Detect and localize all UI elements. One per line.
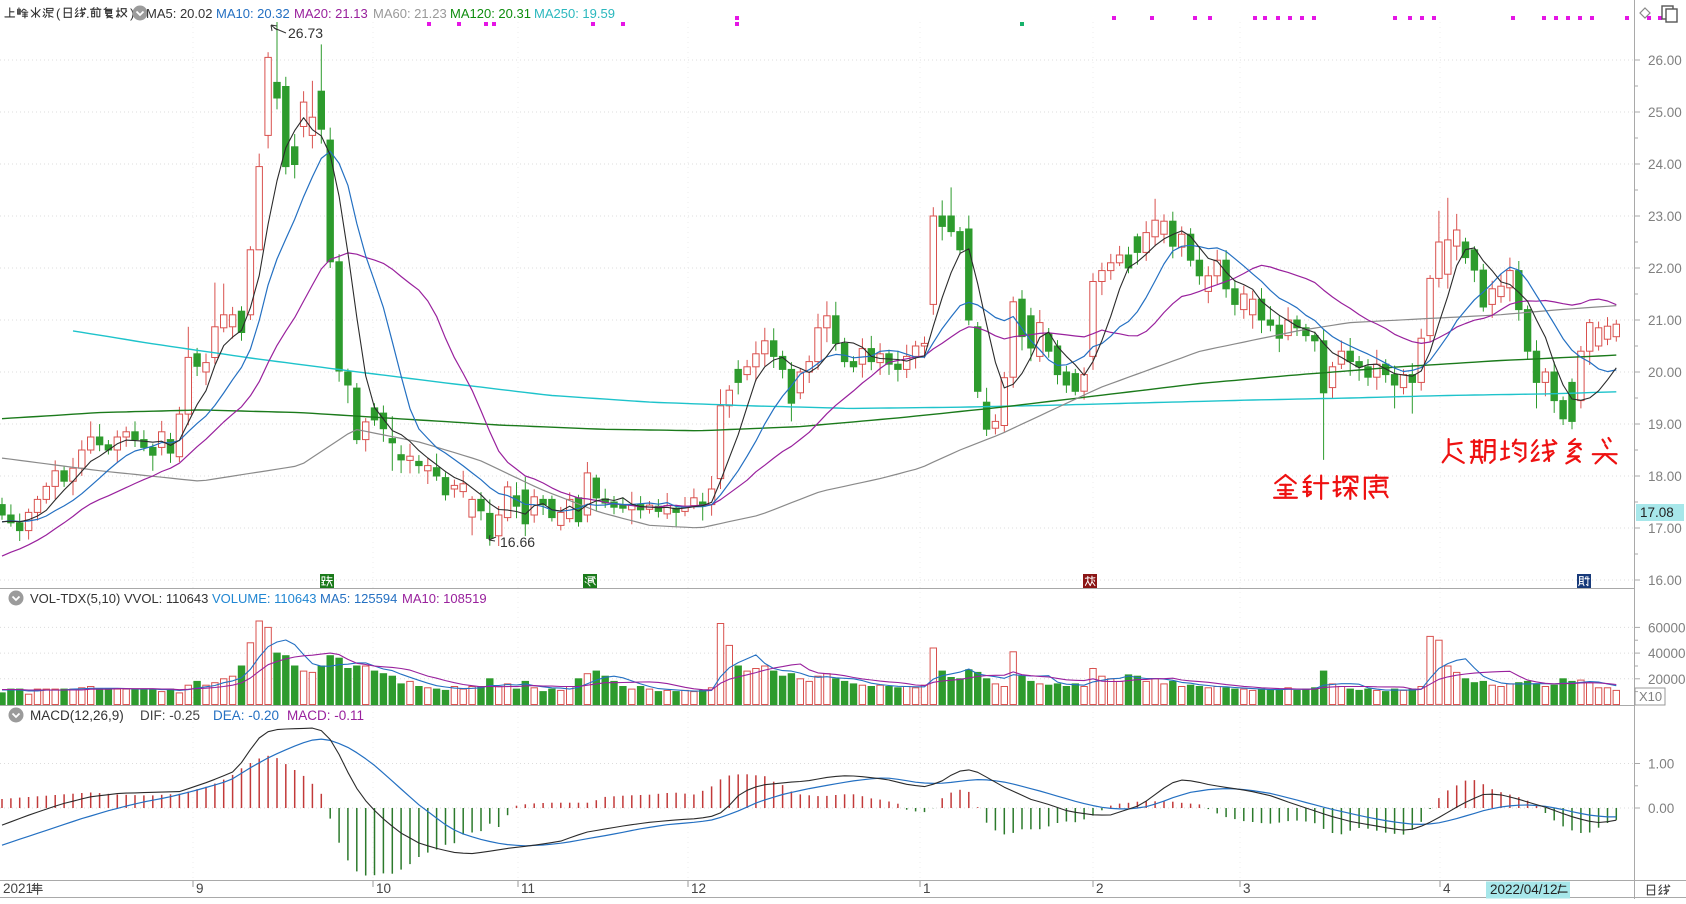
svg-text:22.00: 22.00 [1648, 261, 1682, 276]
svg-text:2: 2 [1096, 881, 1104, 896]
svg-text:MA120: 20.31: MA120: 20.31 [450, 6, 531, 21]
svg-text:DIF: -0.25: DIF: -0.25 [140, 708, 200, 723]
svg-text:0.00: 0.00 [1648, 801, 1674, 816]
svg-text:3: 3 [1243, 881, 1251, 896]
svg-text:18.00: 18.00 [1648, 469, 1682, 484]
svg-text:X10: X10 [1639, 689, 1662, 704]
svg-text:24.00: 24.00 [1648, 157, 1682, 172]
svg-text:MACD: -0.11: MACD: -0.11 [287, 708, 364, 723]
svg-text:21.00: 21.00 [1648, 313, 1682, 328]
svg-text:MA10: 20.32: MA10: 20.32 [216, 6, 290, 21]
svg-text:25.00: 25.00 [1648, 105, 1682, 120]
svg-text:DEA: -0.20: DEA: -0.20 [213, 708, 279, 723]
svg-text:MA60: 21.23: MA60: 21.23 [373, 6, 447, 21]
svg-text:12: 12 [691, 881, 706, 896]
svg-text:4: 4 [1443, 881, 1451, 896]
svg-text:9: 9 [196, 881, 204, 896]
svg-text:20000: 20000 [1648, 672, 1686, 687]
svg-text:40000: 40000 [1648, 646, 1686, 661]
svg-text:17.08: 17.08 [1640, 505, 1674, 520]
svg-text:2021: 2021 [3, 881, 33, 896]
svg-text:VVOL: 110643: VVOL: 110643 [124, 591, 208, 606]
svg-text:MA20: 21.13: MA20: 21.13 [294, 6, 368, 21]
svg-text:MA10: 108519: MA10: 108519 [402, 591, 487, 606]
svg-text:11: 11 [521, 881, 535, 896]
svg-text:26.73: 26.73 [288, 25, 323, 41]
svg-text:MACD(12,26,9): MACD(12,26,9) [30, 708, 124, 723]
svg-text:23.00: 23.00 [1648, 209, 1682, 224]
svg-text:1.00: 1.00 [1648, 757, 1674, 772]
svg-text:16.66: 16.66 [500, 534, 535, 550]
svg-text:17.00: 17.00 [1648, 521, 1682, 536]
svg-text:MA5: 20.02: MA5: 20.02 [146, 6, 213, 21]
svg-text:MA5: 125594: MA5: 125594 [320, 591, 397, 606]
svg-text:16.00: 16.00 [1648, 573, 1682, 588]
svg-text:1: 1 [923, 881, 931, 896]
svg-text:(: ( [56, 6, 61, 21]
svg-text:MA250: 19.59: MA250: 19.59 [534, 6, 615, 21]
svg-text:19.00: 19.00 [1648, 417, 1682, 432]
svg-text:VOLUME: 110643: VOLUME: 110643 [212, 591, 317, 606]
svg-text:20.00: 20.00 [1648, 365, 1682, 380]
svg-text:.: . [86, 6, 90, 21]
svg-text:2022/04/12/: 2022/04/12/ [1490, 882, 1562, 897]
svg-text:60000: 60000 [1648, 620, 1686, 635]
svg-text:26.00: 26.00 [1648, 53, 1682, 68]
svg-text:VOL-TDX(5,10): VOL-TDX(5,10) [30, 591, 120, 606]
svg-text:10: 10 [376, 881, 391, 896]
